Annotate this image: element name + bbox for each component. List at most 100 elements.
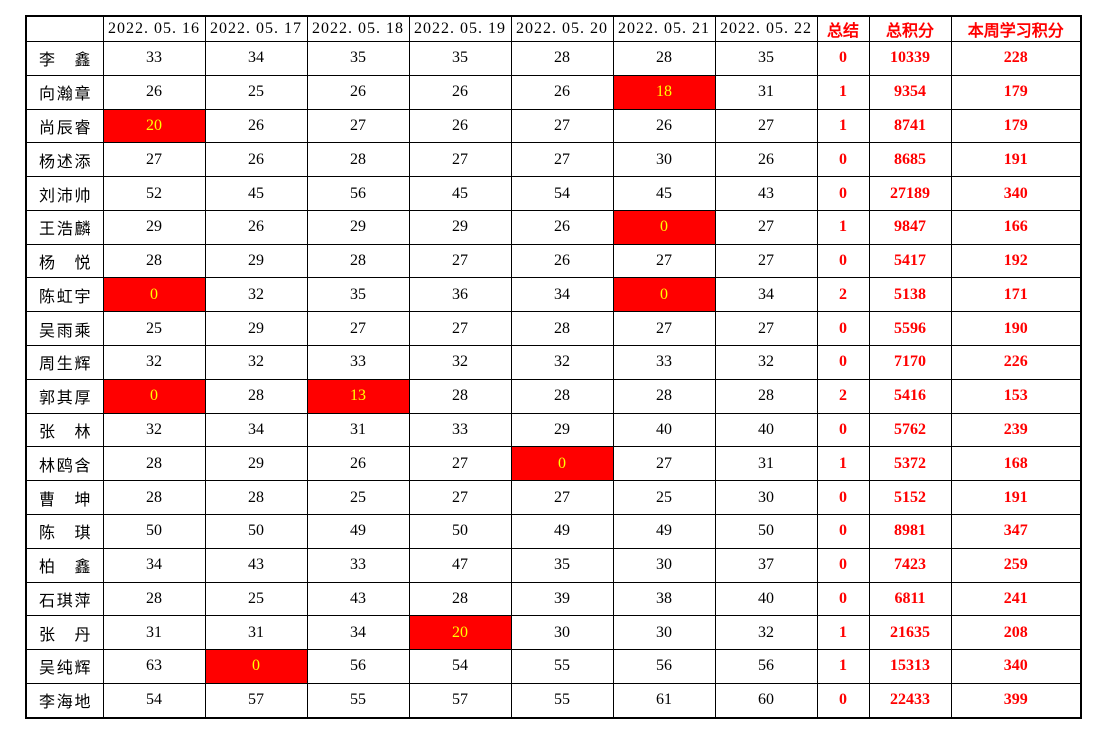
score-cell: 57 <box>408 682 512 719</box>
score-cell: 33 <box>612 345 716 380</box>
total-points-cell: 7170 <box>868 345 952 380</box>
score-cell: 49 <box>612 513 716 549</box>
score-cell: 27 <box>714 243 818 279</box>
score-cell: 35 <box>306 41 410 76</box>
score-cell: 0 <box>102 277 206 313</box>
score-cell: 54 <box>102 682 206 719</box>
week-points-cell: 166 <box>950 209 1082 245</box>
total-points-cell: 8741 <box>868 108 952 144</box>
score-cell: 27 <box>306 108 410 144</box>
score-cell: 26 <box>612 108 716 144</box>
total-points-cell: 27189 <box>868 176 952 211</box>
student-name: 林鸥含 <box>25 446 104 482</box>
student-name: 陈琪 <box>25 513 104 549</box>
student-row: 李鑫 33 34 35 35 28 28 35 0 10339 228 <box>25 41 1082 76</box>
week-points-cell: 192 <box>950 243 1082 279</box>
student-name: 杨悦 <box>25 243 104 279</box>
score-cell: 32 <box>102 412 206 448</box>
score-cell: 28 <box>408 378 512 414</box>
score-cell: 29 <box>204 311 308 347</box>
score-cell: 28 <box>204 480 308 515</box>
score-cell: 57 <box>204 682 308 719</box>
score-cell: 27 <box>510 142 614 178</box>
total-points-cell: 8685 <box>868 142 952 178</box>
score-cell: 27 <box>408 446 512 482</box>
summary-cell: 0 <box>816 682 870 719</box>
date-header-2: 2022. 05. 18 <box>306 15 410 42</box>
score-cell: 26 <box>408 108 512 144</box>
score-cell: 43 <box>306 581 410 617</box>
summary-cell: 0 <box>816 176 870 211</box>
score-cell: 28 <box>714 378 818 414</box>
summary-cell: 1 <box>816 74 870 110</box>
student-name: 周生辉 <box>25 345 104 380</box>
student-row: 郭其厚 0 28 13 28 28 28 28 2 5416 153 <box>25 378 1082 414</box>
student-name: 尚辰睿 <box>25 108 104 144</box>
score-cell: 28 <box>408 581 512 617</box>
score-cell: 25 <box>204 581 308 617</box>
score-cell: 25 <box>102 311 206 347</box>
score-cell: 35 <box>714 41 818 76</box>
summary-cell: 1 <box>816 446 870 482</box>
score-cell: 32 <box>714 615 818 651</box>
score-cell: 28 <box>102 581 206 617</box>
score-cell: 47 <box>408 547 512 583</box>
student-row: 吴纯辉 63 0 56 54 55 56 56 1 15313 340 <box>25 649 1082 684</box>
score-cell: 26 <box>204 142 308 178</box>
score-cell: 29 <box>204 243 308 279</box>
total-points-cell: 7423 <box>868 547 952 583</box>
week-points-cell: 347 <box>950 513 1082 549</box>
score-cell: 30 <box>714 480 818 515</box>
date-header-0: 2022. 05. 16 <box>102 15 206 42</box>
score-cell: 34 <box>510 277 614 313</box>
score-table: 2022. 05. 16 2022. 05. 17 2022. 05. 18 2… <box>25 15 1082 719</box>
summary-cell: 0 <box>816 142 870 178</box>
student-row: 陈琪 50 50 49 50 49 49 50 0 8981 347 <box>25 513 1082 549</box>
score-cell: 27 <box>714 108 818 144</box>
total-points-cell: 15313 <box>868 649 952 684</box>
student-name: 杨述添 <box>25 142 104 178</box>
score-cell: 52 <box>102 176 206 211</box>
score-cell: 34 <box>102 547 206 583</box>
score-cell: 54 <box>408 649 512 684</box>
summary-cell: 0 <box>816 41 870 76</box>
student-row: 王浩麟 29 26 29 29 26 0 27 1 9847 166 <box>25 209 1082 245</box>
score-cell: 0 <box>102 378 206 414</box>
week-points-cell: 399 <box>950 682 1082 719</box>
score-cell: 33 <box>306 547 410 583</box>
score-cell: 34 <box>714 277 818 313</box>
score-cell: 26 <box>204 108 308 144</box>
score-cell: 26 <box>510 243 614 279</box>
score-cell: 34 <box>204 41 308 76</box>
student-name: 石琪萍 <box>25 581 104 617</box>
score-cell: 50 <box>714 513 818 549</box>
summary-cell: 0 <box>816 311 870 347</box>
score-cell: 25 <box>204 74 308 110</box>
score-cell: 13 <box>306 378 410 414</box>
score-cell: 27 <box>408 142 512 178</box>
score-cell: 35 <box>306 277 410 313</box>
score-cell: 28 <box>510 41 614 76</box>
summary-cell: 0 <box>816 581 870 617</box>
week-points-cell: 228 <box>950 41 1082 76</box>
total-points-cell: 22433 <box>868 682 952 719</box>
corner-cell <box>25 15 104 42</box>
summary-cell: 1 <box>816 108 870 144</box>
total-points-cell: 8981 <box>868 513 952 549</box>
student-name: 吴纯辉 <box>25 649 104 684</box>
total-points-cell: 10339 <box>868 41 952 76</box>
total-points-cell: 6811 <box>868 581 952 617</box>
summary-cell: 0 <box>816 547 870 583</box>
score-cell: 27 <box>102 142 206 178</box>
score-cell: 30 <box>612 142 716 178</box>
score-cell: 28 <box>306 243 410 279</box>
student-name: 曹坤 <box>25 480 104 515</box>
student-row: 李海地 54 57 55 57 55 61 60 0 22433 399 <box>25 682 1082 719</box>
date-header-1: 2022. 05. 17 <box>204 15 308 42</box>
score-cell: 55 <box>306 682 410 719</box>
score-cell: 27 <box>612 311 716 347</box>
score-cell: 37 <box>714 547 818 583</box>
date-header-6: 2022. 05. 22 <box>714 15 818 42</box>
score-cell: 28 <box>204 378 308 414</box>
score-cell: 31 <box>102 615 206 651</box>
